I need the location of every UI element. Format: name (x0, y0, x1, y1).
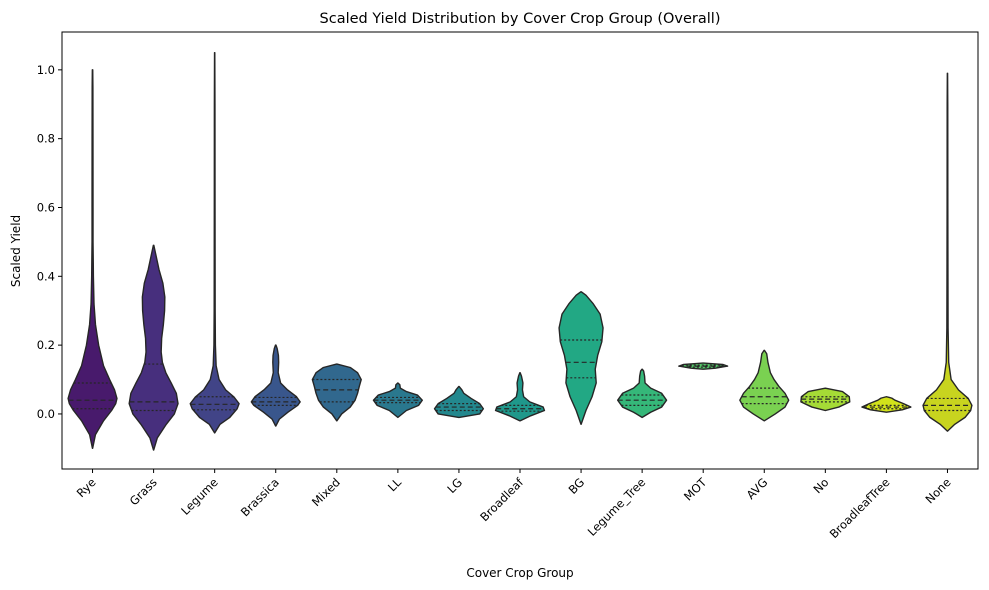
violin-body (558, 291, 604, 425)
y-axis-label: Scaled Yield (9, 215, 23, 287)
y-tick-label: 1.0 (37, 63, 55, 77)
violin-body (311, 363, 362, 422)
violin-body (922, 72, 973, 432)
violin-body (67, 69, 118, 450)
y-axis: 0.0 0.2 0.4 0.6 0.8 1.0 (37, 63, 62, 421)
y-tick-label: 0.8 (37, 132, 55, 146)
x-axis-label: Cover Crop Group (466, 566, 573, 580)
chart-title: Scaled Yield Distribution by Cover Crop … (320, 11, 721, 27)
y-tick-label: 0.0 (37, 407, 55, 421)
violin-body (189, 51, 240, 434)
violin-body (128, 244, 179, 451)
violin-group (67, 51, 973, 451)
y-tick-label: 0.2 (37, 338, 55, 352)
y-tick-label: 0.6 (37, 200, 55, 214)
violin-body (739, 349, 790, 422)
plot-frame (61, 31, 979, 470)
y-tick-label: 0.4 (37, 269, 55, 283)
